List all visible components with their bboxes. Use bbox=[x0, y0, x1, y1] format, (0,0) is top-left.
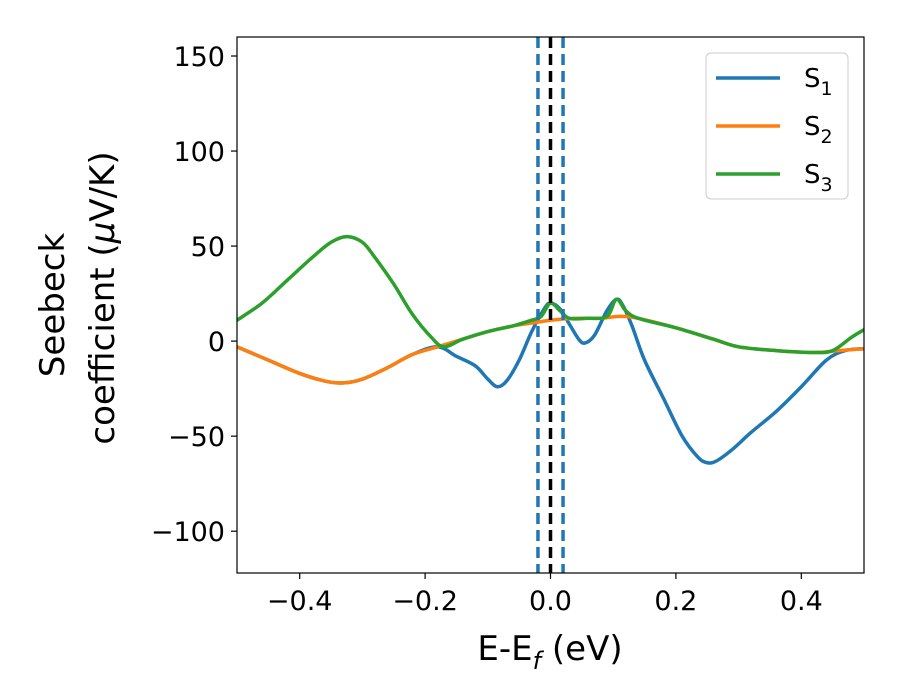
x-tick-label: −0.2 bbox=[392, 586, 458, 617]
y-tick-label: 100 bbox=[173, 137, 225, 168]
y-tick-label: −100 bbox=[151, 517, 225, 548]
legend-label-s3: S3 bbox=[804, 160, 833, 196]
x-tick-label: −0.4 bbox=[267, 586, 333, 617]
series-line-s3 bbox=[237, 234, 864, 355]
vline-layer bbox=[536, 37, 565, 573]
x-tick-label: 0.2 bbox=[654, 586, 697, 617]
x-tick-label: 0.4 bbox=[780, 586, 823, 617]
x-axis: −0.4 −0.2 0.0 0.2 0.4 bbox=[267, 573, 823, 617]
legend: S1 S2 S3 bbox=[705, 52, 849, 200]
y-tick-label: 150 bbox=[173, 42, 225, 73]
y-tick-label: 0 bbox=[208, 327, 225, 358]
legend-label-s2: S2 bbox=[804, 112, 833, 148]
x-tick-label: 0.0 bbox=[529, 586, 572, 617]
y-tick-label: −50 bbox=[168, 422, 225, 453]
y-tick-label: 50 bbox=[191, 232, 225, 263]
y-axis-title-line1: Seebeck bbox=[33, 233, 73, 378]
y-axis: −100 −50 0 50 100 150 bbox=[151, 42, 237, 548]
legend-label-s1: S1 bbox=[804, 64, 833, 100]
x-axis-title: E-Ef (eV) bbox=[477, 629, 622, 675]
series-layer bbox=[237, 234, 864, 465]
y-axis-title-line2: coefficient (μV/K) bbox=[83, 151, 123, 444]
